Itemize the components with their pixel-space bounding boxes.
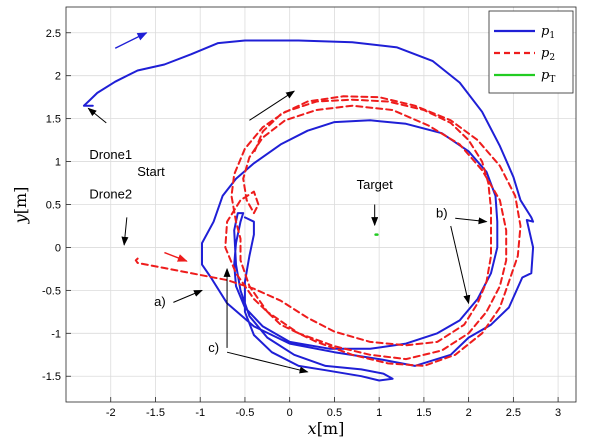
plot-frame: [65, 6, 577, 403]
annotation-arrow-drone2: [121, 217, 129, 246]
x-tick-label: 0: [287, 407, 293, 419]
annotation-start: Start: [137, 164, 165, 179]
y-tick-label: -1: [51, 328, 61, 340]
legend-label-pT: pT: [541, 68, 555, 85]
annotation-arrow-a: [173, 289, 203, 303]
series-group: [82, 39, 535, 382]
x-ticks: -2 -1.5 -1 -0.5 0 0.5 1 1.5 2 2.5 3: [106, 397, 561, 419]
y-tick-label: 1.5: [46, 114, 61, 126]
annotation-arrow-dir3: [164, 251, 188, 262]
legend-box: [488, 10, 574, 94]
y-ticks: -1.5 -1 -0.5 0 0.5 1 1.5 2 2.5: [42, 28, 71, 383]
legend-label-p1: p1: [541, 24, 555, 41]
y-tick-label: 0: [55, 242, 61, 254]
annotation-drone2: Drone2: [89, 186, 132, 201]
x-tick-label: -2: [106, 407, 116, 419]
x-tick-label: 2.5: [506, 407, 521, 419]
x-tick-label: 0.5: [327, 407, 342, 419]
annotation-arrow-dir2: [249, 90, 295, 121]
y-tick-label: 0.5: [46, 200, 61, 212]
x-tick-label: -1.5: [146, 407, 165, 419]
x-tick-label: -1: [195, 407, 205, 419]
annotation-arrow-b: [450, 225, 471, 305]
legend-label-p2: p2: [541, 46, 555, 63]
annotation-arrow-b: [455, 217, 488, 225]
x-tick-label: 1: [376, 407, 382, 419]
legend: p1 p2 pT: [488, 10, 574, 94]
annotation-b: b): [436, 205, 448, 220]
y-tick-label: 2: [55, 71, 61, 83]
y-tick-label: 1: [55, 157, 61, 169]
annotation-c: c): [208, 340, 219, 355]
y-axis-label: y[m]: [11, 187, 30, 225]
annotation-target: Target: [357, 177, 394, 192]
y-tick-label: 2.5: [46, 28, 61, 40]
annotations: Target Drone1 Start Drone2 a) b) c): [87, 32, 488, 374]
x-tick-label: 3: [555, 407, 561, 419]
x-tick-label: 1.5: [416, 407, 431, 419]
annotation-arrow-c: [226, 351, 309, 374]
annotation-a: a): [154, 294, 166, 309]
series-line-p2: [134, 95, 522, 367]
series-line-p1: [82, 39, 535, 382]
y-tick-label: -0.5: [42, 285, 61, 297]
annotation-drone1: Drone1: [89, 147, 132, 162]
y-tick-label: -1.5: [42, 371, 61, 383]
x-tick-label: -0.5: [235, 407, 254, 419]
x-tick-label: 2: [466, 407, 472, 419]
annotation-arrow-drone1: [87, 107, 107, 124]
annotation-arrow-dir1: [114, 32, 148, 49]
x-axis-label: x[m]: [308, 419, 345, 438]
